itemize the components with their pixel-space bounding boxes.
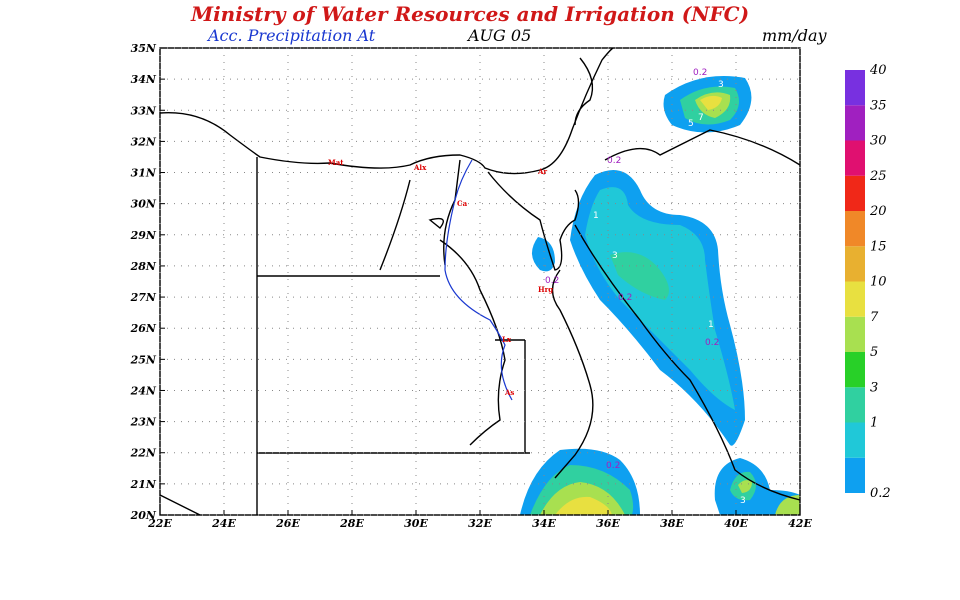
lat-tick-label: 27N [130,291,157,304]
contour-label: 3 [718,80,724,90]
lon-tick-label: 38E [660,517,684,530]
city-label: Alx [413,163,427,172]
colorbar-swatch [845,457,865,493]
lon-tick-label: 32E [468,517,492,530]
contour-labels: 0.2 1 3 0.2 0.2 1 0.2 0.2 3 7 5 0.2 3 [545,68,746,506]
colorbar-swatch [845,281,865,317]
lon-tick-label: 40E [724,517,748,530]
lat-tick-label: 30N [131,198,157,211]
colorbar-label: 0.2 [870,486,891,501]
lat-tick-label: 29N [130,229,157,242]
colorbar-label: 3 [870,380,878,395]
city-label: Hrg [538,285,553,294]
colorbar-swatch [845,422,865,458]
contour-label: 0.2 [705,338,719,348]
city-labels: Mat Alx Ar Ca Hrg Lx As [328,158,553,397]
lat-tick-label: 34N [131,73,157,86]
lat-tick-label: 32N [131,135,157,148]
lat-tick-label: 25N [130,353,157,366]
colorbar-swatch [845,105,865,141]
contour-label: 0.2 [607,156,621,166]
subtitle: Acc. Precipitation At [206,26,376,45]
precipitation [520,76,800,515]
lat-tick-label: 33N [131,104,157,117]
contour-label: 1 [593,211,599,221]
colorbar-swatch [845,211,865,247]
contour-label: 3 [740,496,746,506]
colorbar-label: 20 [869,204,887,219]
contour-label: 0.2 [606,461,620,471]
lon-tick-label: 30E [404,517,428,530]
contour-label: 0.2 [618,293,632,303]
date: AUG 05 [466,26,531,45]
lon-tick-label: 28E [339,517,364,530]
colorbar-label: 25 [869,169,887,184]
lat-tick-label: 28N [130,260,157,273]
lat-tick-label: 35N [131,42,157,55]
lat-tick-label: 31N [131,167,157,180]
colorbar-swatch [845,352,865,388]
contour-label: 5 [688,119,694,129]
colorbar-label: 10 [870,275,887,290]
colorbar-swatch [845,246,865,282]
colorbar-label: 7 [870,310,879,325]
city-label: Ca [457,199,468,208]
city-label: As [504,388,514,397]
colorbar-swatch [845,140,865,176]
lat-tick-label: 26N [130,322,157,335]
colorbar-label: 40 [869,63,887,78]
lon-tick-label: 42E [788,517,812,530]
colorbar-swatch [845,387,865,423]
city-label: Lx [502,335,512,344]
unit: mm/day [762,26,828,45]
contour-label: 1 [708,320,714,330]
lon-tick-label: 34E [532,517,556,530]
colorbar-swatch [845,175,865,211]
colorbar-label: 15 [870,239,887,254]
lon-tick-label: 36E [596,517,620,530]
lat-tick-label: 24N [130,384,157,397]
city-label: Ar [537,167,547,176]
colorbar-label: 30 [870,134,887,149]
lat-tick-label: 20N [130,509,157,522]
city-label: Mat [328,158,344,167]
colorbar-label: 1 [870,416,878,431]
colorbar-label: 35 [870,98,887,113]
lon-tick-label: 22E [147,517,172,530]
lon-tick-label: 24E [211,517,236,530]
lat-tick-label: 21N [130,478,157,491]
contour-label: 7 [698,113,704,123]
lon-tick-label: 26E [275,517,300,530]
lat-tick-label: 23N [130,416,157,429]
contour-label: 3 [612,251,618,261]
colorbar-swatch [845,316,865,352]
colorbar-swatch [845,70,865,106]
lat-tick-label: 22N [130,447,157,460]
title: Ministry of Water Resources and Irrigati… [190,2,749,26]
colorbar-label: 5 [870,345,878,360]
contour-label: 0.2 [693,68,707,78]
contour-label: 0.2 [545,276,559,286]
